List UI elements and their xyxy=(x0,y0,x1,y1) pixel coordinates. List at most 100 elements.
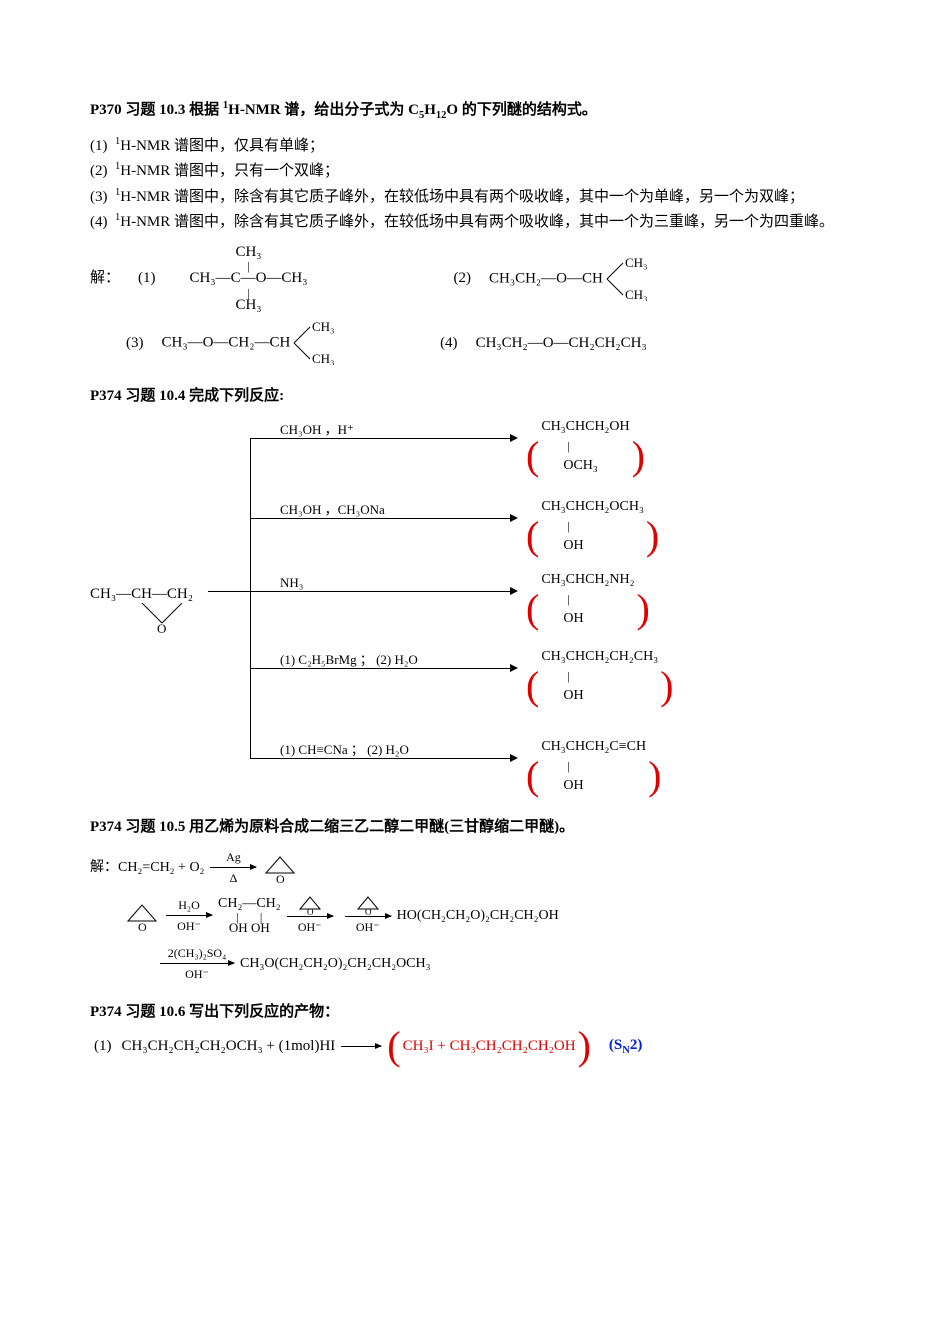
q103-h: H xyxy=(424,102,436,118)
paren-l-icon: ( xyxy=(526,433,539,478)
q106-item-1: (1) CH₃CH₂CH₂CH₂OCH₃ + (1mol)HI ( CH₃I +… xyxy=(90,1034,855,1059)
q103-ans-1: CH₃ | CH₃—C—O—CH₃ | CH₃ xyxy=(174,244,324,314)
q103-ans-3: CH₃—O—CH₂—CH CH₃ CH₃ xyxy=(162,321,341,365)
q106-num: (1) xyxy=(94,1035,112,1058)
product-formula: CH₃CHCH₂CH₂CH₃|OH xyxy=(541,646,658,706)
q104-reagent-2: CH₃OH ，CH₃ONa xyxy=(280,500,385,520)
q104-product-3: (CH₃CHCH₂NH₂|OH) xyxy=(526,569,650,629)
q103-prefix: P370 习题 10.3 根据 xyxy=(90,102,223,118)
q103-s3-branch: CH₃ CH₃ xyxy=(292,321,340,365)
q103-answers: 解： (1) CH₃ | CH₃—C—O—CH₃ | CH₃ (2) CH₃CH… xyxy=(90,244,855,366)
paren-r-icon: ) xyxy=(637,586,650,631)
q103-s3-mid: CH₃—O—CH₂—CH xyxy=(162,335,291,351)
q103-s1-bot: CH₃ xyxy=(174,297,324,314)
q104-stem xyxy=(208,591,250,592)
q103-ans-1-num: (1) xyxy=(138,267,156,290)
arrow-head-icon xyxy=(510,664,518,672)
svg-text:O: O xyxy=(157,621,166,633)
q103-ans-2-num: (2) xyxy=(454,267,472,290)
product-formula: CH₃CHCH₂OH|OCH₃ xyxy=(541,416,629,476)
q104-reagent-3: NH₃ xyxy=(280,573,303,593)
q103-item-3-text: H-NMR 谱图中，除含有其它质子峰外，在较低场中具有两个吸收峰，其中一个为单峰… xyxy=(120,189,804,205)
sn2-a: (S xyxy=(609,1037,622,1053)
q105-synthesis: 解： CH₂=CH₂ + O₂ Ag Δ O O H₂O OH⁻ CH₂—CH₂… xyxy=(90,848,855,983)
q103-item-4: (4) 1H-NMR 谱图中，除含有其它质子峰外，在较低场中具有两个吸收峰，其中… xyxy=(90,210,855,234)
q103-ans-2: CH₃CH₂—O—CH CH₃ CH₃ xyxy=(489,257,653,301)
q104-reagent-4: (1) C₂H₅BrMg ； (2) H₂O xyxy=(280,650,418,670)
svg-text:CH₃: CH₃ xyxy=(312,321,335,334)
q106-arrow xyxy=(341,1046,381,1047)
svg-text:O: O xyxy=(276,872,285,883)
epoxide-icon: O xyxy=(134,603,228,633)
q104-start-text: CH₃—CH—CH₂ xyxy=(90,586,193,602)
q105-l2-arrow1: H₂O OH⁻ xyxy=(166,896,212,935)
q104-product-2: (CH₃CHCH₂OCH₃|OH) xyxy=(526,496,659,556)
sn2-sub: N xyxy=(622,1045,630,1056)
svg-text:O: O xyxy=(365,907,372,915)
q104-reagent-1: CH₃OH ，H⁺ xyxy=(280,420,354,440)
sn2-label: (SN2) xyxy=(609,1034,642,1059)
q104-trunk xyxy=(250,438,251,758)
q103-item-2-text: H-NMR 谱图中，只有一个双峰； xyxy=(120,163,339,179)
q105-l3-prod: CH₃O(CH₂CH₂O)₂CH₂CH₂OCH₃ xyxy=(240,953,431,974)
paren-r-icon: ) xyxy=(660,663,673,708)
paren-l-icon: ( xyxy=(526,513,539,558)
answer-label: 解： xyxy=(90,267,120,290)
product-formula: CH₃CHCH₂NH₂|OH xyxy=(541,569,634,629)
q105-l2-r1t: H₂O xyxy=(178,896,200,914)
q106-reactant: CH₃CH₂CH₂CH₂OCH₃ + (1mol)HI xyxy=(122,1035,336,1058)
svg-text:CH₃: CH₃ xyxy=(625,287,648,301)
paren-l-icon: ( xyxy=(526,663,539,708)
q105-diol-top: CH₂—CH₂ xyxy=(218,896,281,911)
epoxide-product-icon: O xyxy=(262,853,298,883)
paren-r-icon: ) xyxy=(646,513,659,558)
svg-text:CH₃: CH₃ xyxy=(312,351,335,365)
q104-scheme: CH₃—CH—CH₂ O CH₃OH ，H⁺(CH₃CHCH₂OH|OCH₃)C… xyxy=(90,418,855,798)
q103-ans-4: CH₃CH₂—O—CH₂CH₂CH₃ xyxy=(476,332,647,355)
q103-item-1-text: H-NMR 谱图中，仅具有单峰； xyxy=(120,138,324,154)
q104-heading: P374 习题 10.4 完成下列反应: xyxy=(90,385,855,408)
q105-l1-arrow: Ag Δ xyxy=(210,848,256,887)
q105-answer-label: 解： xyxy=(90,857,118,878)
arrow-head-icon xyxy=(510,514,518,522)
q103-item-2: (2) 1H-NMR 谱图中，只有一个双峰； xyxy=(90,159,855,183)
q103-item-3: (3) 1H-NMR 谱图中，除含有其它质子峰外，在较低场中具有两个吸收峰，其中… xyxy=(90,185,855,209)
q103-ans-4-num: (4) xyxy=(440,332,458,355)
q103-item-1: (1) 1H-NMR 谱图中，仅具有单峰； xyxy=(90,134,855,158)
product-formula: CH₃CHCH₂C≡CH|OH xyxy=(541,736,646,796)
paren-l-icon: ( xyxy=(526,586,539,631)
q105-l3-top: 2(CH₃)₂SO₄ xyxy=(168,944,227,962)
q103-mid: H-NMR 谱，给出分子式为 C xyxy=(228,102,419,118)
product-formula: CH₃CHCH₂OCH₃|OH xyxy=(541,496,644,556)
q105-l2-r1b: OH⁻ xyxy=(177,917,201,935)
q103-ans-3-num: (3) xyxy=(126,332,144,355)
q105-l2-r3b: OH⁻ xyxy=(356,918,380,936)
q105-l1-bot: Δ xyxy=(230,869,238,887)
q105-l3-arrow: 2(CH₃)₂SO₄ OH⁻ xyxy=(160,944,234,983)
q104-product-1: (CH₃CHCH₂OH|OCH₃) xyxy=(526,416,645,476)
epoxide-tiny-1: O xyxy=(297,895,323,915)
epoxide-tiny-2: O xyxy=(355,895,381,915)
q103-heading: P370 习题 10.3 根据 1H-NMR 谱，给出分子式为 C5H12O 的… xyxy=(90,98,855,124)
q105-l2-arrow3: O OH⁻ xyxy=(345,895,391,936)
q105-l1-top: Ag xyxy=(226,848,241,866)
arrow-head-icon xyxy=(510,754,518,762)
q106-product: CH₃I + CH₃CH₂CH₂CH₂OH xyxy=(403,1035,576,1058)
arrow-head-icon xyxy=(510,587,518,595)
q105-l2-r2b: OH⁻ xyxy=(298,918,322,936)
q105-heading: P374 习题 10.5 用乙烯为原料合成二缩三乙二醇二甲醚(三甘醇缩二甲醚)。 xyxy=(90,816,855,839)
paren-r-icon: ) xyxy=(648,753,661,798)
epoxide-icon-2: O xyxy=(124,901,160,931)
q104-product-4: (CH₃CHCH₂CH₂CH₃|OH) xyxy=(526,646,673,706)
q103-s2-mid: CH₃CH₂—O—CH xyxy=(489,270,603,286)
q103-sub12: 12 xyxy=(436,110,447,121)
q103-item-4-text: H-NMR 谱图中，除含有其它质子峰外，在较低场中具有两个吸收峰，其中一个为三重… xyxy=(120,214,834,230)
arrow-head-icon xyxy=(510,434,518,442)
q105-l2-prod: HO(CH₂CH₂O)₂CH₂CH₂OH xyxy=(397,905,559,926)
q105-diol: CH₂—CH₂ | | OH OH xyxy=(218,896,281,936)
svg-text:O: O xyxy=(307,907,314,915)
q105-l3-bot: OH⁻ xyxy=(185,965,209,983)
q103-o: O 的下列醚的结构式。 xyxy=(446,102,596,118)
q105-l1-reactant: CH₂=CH₂ + O₂ xyxy=(118,857,204,878)
svg-text:O: O xyxy=(138,920,147,931)
